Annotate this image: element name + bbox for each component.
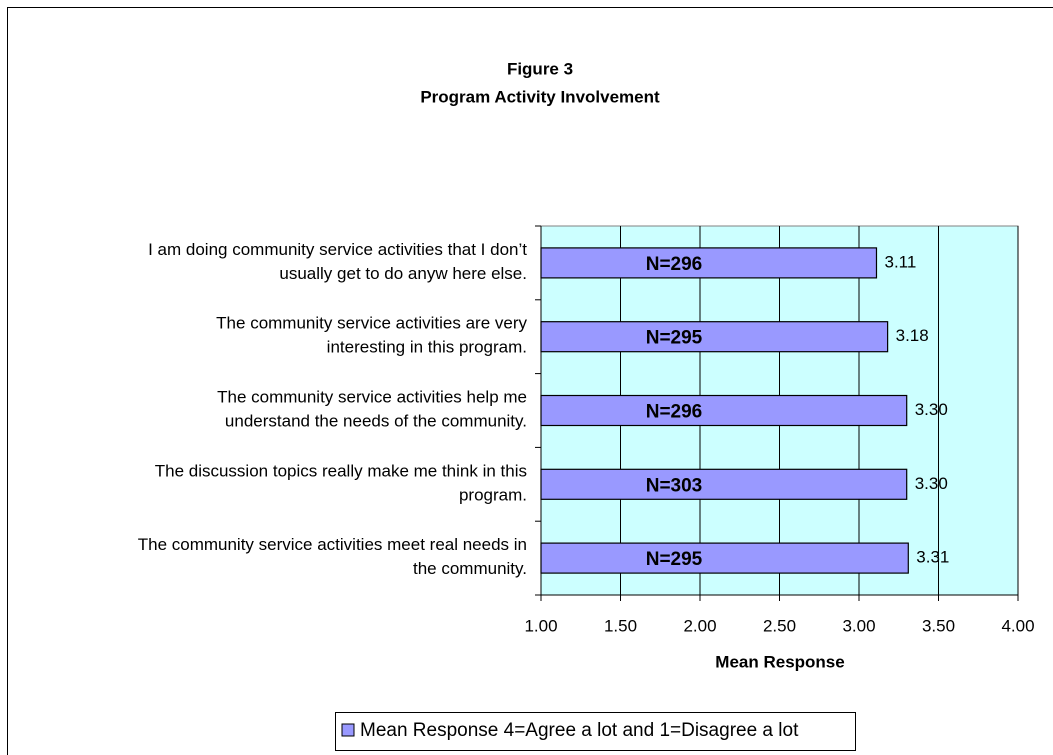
y-tick-label: The community service activities meet re… — [138, 536, 527, 579]
value-label: 3.18 — [896, 326, 929, 345]
chart-title: Figure 3 — [507, 59, 573, 78]
x-tick-label: 1.00 — [524, 616, 557, 635]
y-tick-label-line: the community. — [413, 560, 527, 579]
bar-annotation: N=295 — [646, 328, 703, 349]
bar-annotation: N=303 — [646, 475, 703, 496]
bar — [540, 247, 878, 279]
bar-annotation: N=296 — [646, 254, 703, 275]
y-tick-label-line: usually get to do anyw here else. — [279, 264, 527, 283]
x-tick-label: 3.50 — [922, 616, 955, 635]
bar-annotation: N=295 — [646, 549, 703, 570]
legend-label: Mean Response 4=Agree a lot and 1=Disagr… — [360, 720, 799, 741]
x-tick-label: 4.00 — [1001, 616, 1034, 635]
x-tick-label: 3.00 — [842, 616, 875, 635]
bar-annotation: N=296 — [646, 402, 703, 423]
bar — [540, 321, 889, 353]
legend-swatch — [341, 723, 355, 737]
x-tick-label: 2.00 — [683, 616, 716, 635]
y-tick-label-line: interesting in this program. — [327, 338, 527, 357]
y-tick-label-line: program. — [459, 486, 527, 505]
value-label: 3.11 — [884, 252, 916, 271]
y-tick-label: The community service activities help me… — [217, 388, 527, 431]
x-tick-label: 2.50 — [763, 616, 796, 635]
bar — [540, 542, 909, 574]
bar — [540, 468, 908, 500]
value-label: 3.30 — [915, 400, 948, 419]
bar — [540, 394, 908, 427]
y-tick-label: The discussion topics really make me thi… — [155, 462, 527, 505]
y-tick-label-line: understand the needs of the community. — [225, 412, 527, 431]
y-tick-label-line: I am doing community service activities … — [148, 240, 527, 259]
y-tick-label-line: The community service activities are ver… — [216, 314, 527, 333]
x-axis-label: Mean Response — [715, 652, 844, 671]
y-tick-label-line: The community service activities meet re… — [138, 536, 527, 555]
value-label: 3.31 — [916, 548, 949, 567]
y-tick-label-line: The community service activities help me — [217, 388, 527, 407]
chart-subtitle: Program Activity Involvement — [420, 87, 660, 106]
x-tick-label: 1.50 — [604, 616, 637, 635]
value-label: 3.30 — [915, 474, 948, 493]
y-tick-label: The community service activities are ver… — [216, 314, 527, 357]
legend-box — [335, 712, 856, 751]
y-tick-label-line: The discussion topics really make me thi… — [155, 462, 527, 481]
y-tick-label: I am doing community service activities … — [148, 240, 527, 283]
